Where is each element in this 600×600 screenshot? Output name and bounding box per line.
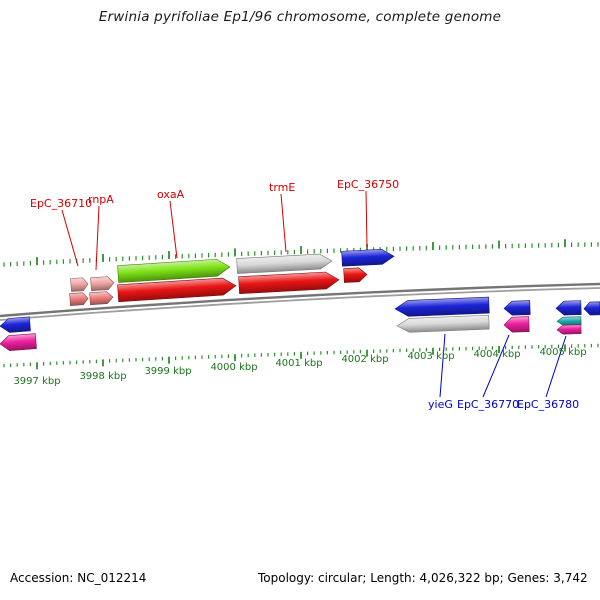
label-leader-line [95, 205, 100, 271]
accession-label: Accession: NC_012214 [10, 571, 147, 585]
gene-arrow-EpC_36710[interactable] [69, 292, 89, 306]
genome-backbone-line [0, 287, 600, 321]
gene-arrow-yieG[interactable] [396, 314, 490, 333]
ruler-label: 4003 kbp [407, 351, 454, 362]
gene-label-EpC_36710: EpC_36710 [30, 197, 92, 210]
ruler-label: 4001 kbp [275, 358, 322, 369]
gene-arrow[interactable] [0, 316, 31, 333]
gene-arrow-rnpA[interactable] [89, 291, 114, 306]
gene-arrow-EpC_36710[interactable] [70, 277, 89, 292]
gene-arrow-trmE[interactable] [236, 253, 333, 274]
label-leader-line [439, 333, 446, 398]
gene-arrow-EpC_36750[interactable] [341, 249, 395, 267]
gene-arrow-rnpA[interactable] [90, 276, 115, 292]
genome-backbone-line [0, 282, 600, 318]
gene-arrow[interactable] [0, 333, 37, 352]
ruler-label: 4000 kbp [210, 362, 257, 373]
ruler-label: 3998 kbp [79, 371, 126, 382]
ruler-label: 3997 kbp [13, 376, 60, 387]
gene-arrow-EpC_36780[interactable] [556, 324, 582, 335]
gene-arrow-oxaA[interactable] [117, 258, 231, 283]
gene-arrow-EpC_36770[interactable] [503, 316, 530, 333]
gene-label-EpC_36750: EpC_36750 [337, 178, 399, 191]
gene-label-trmE: trmE [269, 181, 295, 194]
genome-summary-label: Topology: circular; Length: 4,026,322 bp… [258, 571, 588, 585]
ruler-label: 4002 kbp [341, 354, 388, 365]
gene-arrow-EpC_36780[interactable] [556, 316, 582, 326]
ruler-label: 3999 kbp [144, 366, 191, 377]
gene-arrow-trmE[interactable] [238, 271, 340, 295]
label-leader-line [169, 200, 178, 259]
gene-label-rnpA: rnpA [88, 193, 114, 206]
label-leader-line [61, 209, 79, 267]
gene-arrow-EpC_36750[interactable] [343, 267, 368, 283]
gene-arrow-oxaA[interactable] [117, 277, 237, 303]
ruler-label: 4005 kbp [539, 347, 586, 358]
label-leader-line [545, 335, 567, 398]
gene-arrow-yieG[interactable] [394, 296, 490, 317]
gene-label-EpC_36770: EpC_36770 [457, 398, 519, 411]
label-leader-line [365, 190, 368, 248]
gene-label-oxaA: oxaA [157, 188, 185, 201]
gene-label-yieG: yieG [428, 398, 453, 411]
label-leader-line [482, 334, 510, 398]
gene-arrow-EpC_36780[interactable] [555, 300, 582, 316]
gene-arrow[interactable] [583, 301, 600, 316]
gene-arrow-EpC_36770[interactable] [503, 300, 531, 316]
figure-title: Erwinia pyrifoliae Ep1/96 chromosome, co… [98, 9, 502, 25]
gene-label-EpC_36780: EpC_36780 [517, 398, 579, 411]
ruler-label: 4004 kbp [473, 349, 520, 360]
label-leader-line [280, 193, 287, 253]
